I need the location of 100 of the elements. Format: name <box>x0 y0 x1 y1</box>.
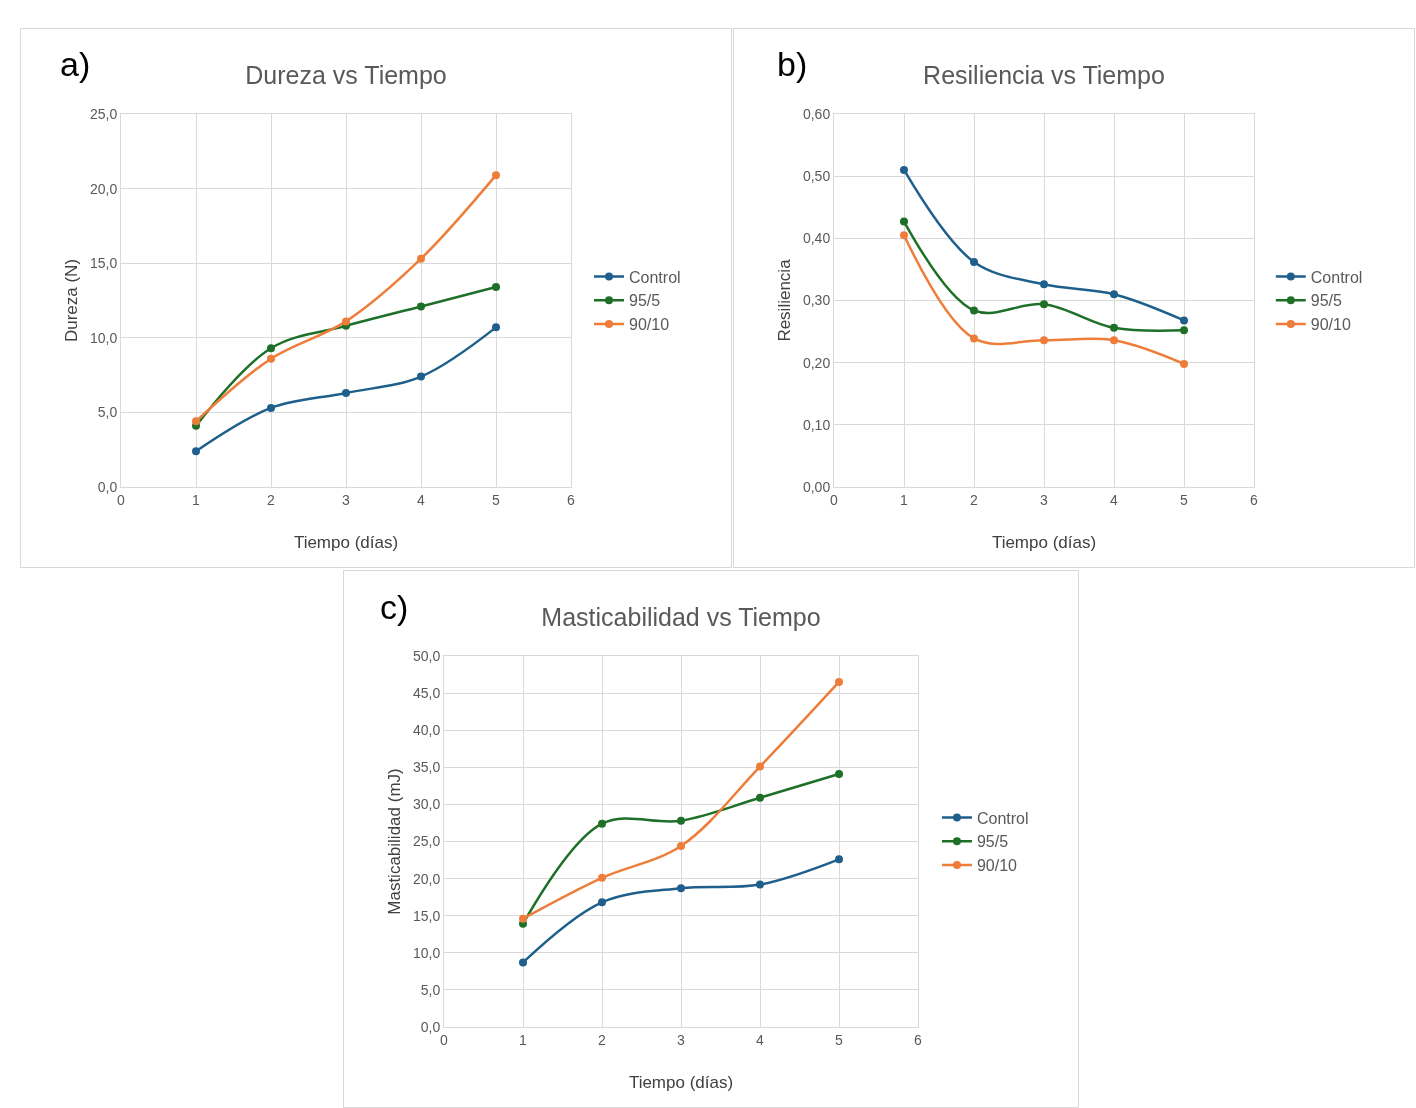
point <box>756 793 764 802</box>
y-tick-label: 25,0 <box>412 833 441 850</box>
y-tick-label: 0,00 <box>802 478 831 495</box>
x-tick-label: 3 <box>1040 491 1049 508</box>
legend-label: Control <box>629 268 681 286</box>
y-tick-label: 0,20 <box>802 354 831 371</box>
x-tick-label: 1 <box>192 491 201 508</box>
x-tick-label: 2 <box>970 491 979 508</box>
y-tick-label: 20,0 <box>89 180 118 197</box>
y-tick-label: 0,40 <box>802 230 831 247</box>
y-tick-label: 0,30 <box>802 292 831 309</box>
x-axis-title: Tiempo (días) <box>628 1073 734 1092</box>
point <box>1180 316 1188 325</box>
x-tick-label: 2 <box>267 491 276 508</box>
x-tick-label: 1 <box>900 491 909 508</box>
y-tick-label: 0,0 <box>97 478 118 495</box>
point <box>756 880 764 889</box>
point <box>492 283 500 292</box>
point <box>519 958 527 967</box>
point <box>900 165 908 174</box>
x-tick-label: 3 <box>342 491 351 508</box>
x-tick-label: 4 <box>756 1031 765 1048</box>
point <box>598 898 606 907</box>
point <box>492 171 500 180</box>
point <box>492 323 500 332</box>
point <box>1110 336 1118 345</box>
y-tick-label: 50,0 <box>412 647 441 664</box>
x-axis-title: Tiempo (días) <box>991 533 1097 552</box>
point <box>1110 323 1118 332</box>
x-tick-label: 4 <box>1110 491 1119 508</box>
x-tick-label: 0 <box>117 491 126 508</box>
y-axis-title: Resiliencia <box>775 258 794 342</box>
text: c) <box>380 588 409 626</box>
y-tick-label: 40,0 <box>412 722 441 739</box>
point <box>1180 326 1188 335</box>
x-tick-label: 0 <box>440 1031 449 1048</box>
y-tick-label: 0,50 <box>802 168 831 185</box>
y-tick-label: 20,0 <box>412 870 441 887</box>
legend-label: Control <box>1310 268 1363 286</box>
point <box>598 873 606 882</box>
point <box>835 769 843 778</box>
chart-title: Masticabilidad vs Tiempo <box>541 603 821 632</box>
y-axis-title: Dureza (N) <box>62 258 81 343</box>
y-tick-label: 5,0 <box>97 404 118 421</box>
y-tick-label: 30,0 <box>412 796 441 813</box>
point <box>267 354 275 363</box>
y-tick-label: 0,0 <box>420 1018 441 1035</box>
y-tick-label: 10,0 <box>412 944 441 961</box>
x-tick-label: 3 <box>677 1031 686 1048</box>
text: b) <box>777 45 808 83</box>
x-axis-title: Tiempo (días) <box>293 533 399 552</box>
x-tick-label: 4 <box>417 491 426 508</box>
x-tick-label: 5 <box>492 491 501 508</box>
chart-title: Resiliencia vs Tiempo <box>923 61 1165 90</box>
point <box>342 389 350 397</box>
point <box>1040 280 1048 289</box>
point <box>192 447 200 456</box>
point <box>756 762 764 771</box>
y-tick-label: 5,0 <box>420 981 441 998</box>
point <box>970 257 978 266</box>
y-tick-label: 0,10 <box>802 416 831 433</box>
y-tick-label: 15,0 <box>89 255 118 272</box>
chart-title: Dureza vs Tiempo <box>245 61 447 90</box>
point <box>677 884 685 893</box>
y-tick-label: 10,0 <box>89 329 118 346</box>
x-tick-label: 6 <box>914 1031 923 1048</box>
legend-label: Control <box>976 809 1029 827</box>
point <box>970 334 978 343</box>
y-tick-label: 35,0 <box>412 759 441 776</box>
point <box>1040 300 1048 309</box>
x-tick-label: 5 <box>835 1031 844 1048</box>
point <box>417 302 425 311</box>
x-tick-label: 2 <box>598 1031 607 1048</box>
legend-label: 95/5 <box>629 292 661 310</box>
point <box>192 417 200 426</box>
y-tick-label: 25,0 <box>89 105 118 122</box>
point <box>970 306 978 315</box>
x-tick-label: 5 <box>1180 491 1189 508</box>
legend-label: 90/10 <box>976 857 1018 875</box>
point <box>900 217 908 226</box>
point <box>677 816 685 825</box>
legend-label: 90/10 <box>1310 316 1351 334</box>
point <box>342 317 350 326</box>
point <box>267 344 275 353</box>
point <box>417 372 425 381</box>
text: a) <box>60 45 91 83</box>
x-tick-label: 1 <box>519 1031 528 1048</box>
legend-label: 95/5 <box>976 833 1009 851</box>
y-tick-label: 45,0 <box>412 685 441 701</box>
point <box>1040 336 1048 345</box>
point <box>417 254 425 263</box>
legend-label: 95/5 <box>1310 292 1343 310</box>
point <box>677 841 685 850</box>
x-tick-label: 0 <box>830 491 839 508</box>
x-tick-label: 6 <box>1250 491 1259 508</box>
point <box>519 914 527 923</box>
point <box>835 677 843 686</box>
y-axis-title: Masticabilidad (mJ) <box>385 768 404 915</box>
point <box>900 231 908 240</box>
y-tick-label: 15,0 <box>412 907 441 924</box>
